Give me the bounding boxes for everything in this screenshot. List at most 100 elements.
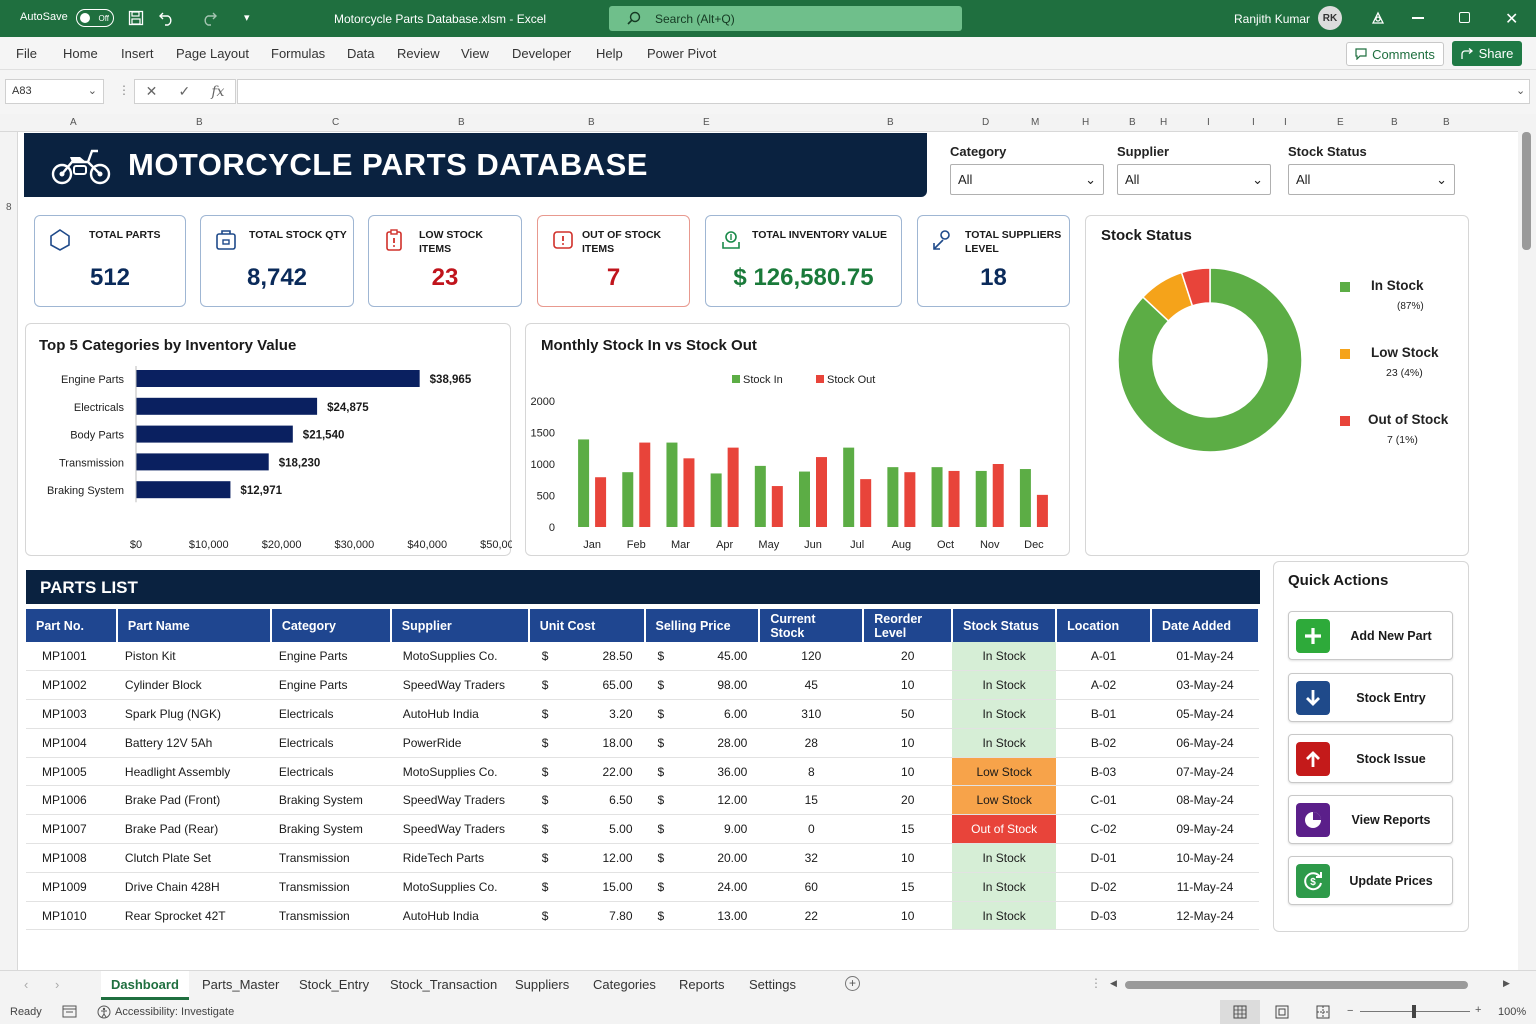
col-header[interactable]: D <box>982 117 990 128</box>
table-cell[interactable]: Transmission <box>270 872 391 902</box>
table-cell[interactable]: 20 <box>863 785 953 816</box>
accessibility-icon[interactable] <box>97 1005 111 1019</box>
table-cell[interactable]: Braking System <box>270 785 391 816</box>
column-header[interactable]: Supplier <box>390 609 530 642</box>
column-header[interactable]: Part Name <box>116 609 272 642</box>
status-badge[interactable]: Low Stock <box>952 785 1057 816</box>
table-cell[interactable]: 01-May-24 <box>1151 642 1259 672</box>
col-header[interactable]: E <box>703 117 710 128</box>
col-header[interactable]: B <box>1129 117 1136 128</box>
table-row[interactable]: MP1006 Brake Pad (Front) Braking System Spe… <box>26 785 1259 816</box>
menu-view[interactable]: View <box>461 46 489 61</box>
table-cell[interactable]: 8 <box>759 757 864 787</box>
col-header[interactable]: B <box>887 117 894 128</box>
category-select[interactable]: All ⌄ <box>950 164 1104 195</box>
table-cell[interactable]: 07-May-24 <box>1151 757 1259 787</box>
table-cell[interactable]: 10 <box>863 728 953 758</box>
table-row[interactable]: MP1009 Drive Chain 428H Transmission MotoSu… <box>26 872 1259 902</box>
col-header[interactable]: I <box>1252 117 1255 128</box>
maximize-icon[interactable] <box>1459 12 1470 23</box>
status-badge[interactable]: In Stock <box>952 670 1057 701</box>
table-cell[interactable]: MP1005 <box>26 757 117 787</box>
horizontal-scrollbar-thumb[interactable] <box>1125 981 1468 989</box>
zoom-level[interactable]: 100% <box>1498 1006 1527 1018</box>
macro-record-icon[interactable] <box>62 1005 77 1018</box>
table-row[interactable]: MP1001 Piston Kit Engine Parts MotoSupplies… <box>26 642 1259 672</box>
table-cell[interactable]: Cylinder Block <box>116 670 271 701</box>
table-cell[interactable]: Engine Parts <box>270 670 391 701</box>
table-cell[interactable]: $65.00 <box>528 670 645 701</box>
col-header[interactable]: H <box>1160 117 1168 128</box>
column-header[interactable]: Part No. <box>26 609 118 642</box>
accessibility-status[interactable]: Accessibility: Investigate <box>115 1006 235 1018</box>
table-cell[interactable]: $5.00 <box>528 814 645 845</box>
stock-entry-button[interactable]: Stock Entry <box>1288 673 1453 722</box>
col-header[interactable]: I <box>1284 117 1287 128</box>
col-header[interactable]: B <box>458 117 465 128</box>
table-cell[interactable]: B-03 <box>1056 757 1152 787</box>
tab-scroll-right-icon[interactable]: › <box>55 977 60 992</box>
menu-developer[interactable]: Developer <box>512 46 572 61</box>
close-icon[interactable]: ✕ <box>1505 11 1519 28</box>
table-cell[interactable]: $18.00 <box>528 728 645 758</box>
table-cell[interactable]: $13.00 <box>644 901 760 931</box>
zoom-out-icon[interactable]: − <box>1347 1005 1354 1017</box>
table-cell[interactable]: 05-May-24 <box>1151 699 1259 729</box>
hscroll-left-icon[interactable]: ◀ <box>1110 978 1117 988</box>
table-cell[interactable]: 15 <box>759 785 864 816</box>
view-reports-button[interactable]: View Reports <box>1288 795 1453 844</box>
table-cell[interactable]: Spark Plug (NGK) <box>116 699 271 729</box>
share-button[interactable]: Share <box>1452 41 1522 66</box>
normal-view-button[interactable] <box>1220 1000 1260 1024</box>
scrollbar-thumb[interactable] <box>1522 132 1531 250</box>
tab-categories[interactable]: Categories <box>593 977 656 992</box>
table-cell[interactable]: MP1008 <box>26 843 117 873</box>
table-cell[interactable]: 10 <box>863 757 953 787</box>
table-row[interactable]: MP1010 Rear Sprocket 42T Transmission AutoH… <box>26 901 1259 931</box>
add-new-part-button[interactable]: Add New Part <box>1288 611 1453 660</box>
column-header[interactable]: Current Stock <box>759 609 865 642</box>
status-badge[interactable]: In Stock <box>952 843 1057 873</box>
table-cell[interactable]: Piston Kit <box>116 642 271 672</box>
comments-button[interactable]: Comments <box>1346 42 1444 66</box>
enter-icon[interactable]: ✓ <box>178 83 191 99</box>
insert-function-icon[interactable]: fx <box>211 83 225 100</box>
table-cell[interactable]: 10 <box>863 670 953 701</box>
table-cell[interactable]: Engine Parts <box>270 642 391 672</box>
table-cell[interactable]: MotoSupplies Co. <box>390 757 529 787</box>
supplier-select[interactable]: All ⌄ <box>1117 164 1271 195</box>
menu-formulas[interactable]: Formulas <box>271 46 326 61</box>
customize-toolbar-icon[interactable]: ▾ <box>244 12 250 24</box>
column-header[interactable]: Location <box>1056 609 1153 642</box>
table-cell[interactable]: 28 <box>759 728 864 758</box>
table-cell[interactable]: 45 <box>759 670 864 701</box>
tab-settings[interactable]: Settings <box>749 977 796 992</box>
table-cell[interactable]: MP1007 <box>26 814 117 845</box>
table-cell[interactable]: $22.00 <box>528 757 645 787</box>
save-icon[interactable] <box>128 10 144 26</box>
table-cell[interactable]: 12-May-24 <box>1151 901 1259 931</box>
name-box[interactable]: A83 ⌄ <box>5 79 104 104</box>
table-cell[interactable]: 32 <box>759 843 864 873</box>
stock-status-select[interactable]: All ⌄ <box>1288 164 1455 195</box>
table-cell[interactable]: Headlight Assembly <box>116 757 271 787</box>
table-cell[interactable]: $15.00 <box>528 872 645 902</box>
table-cell[interactable]: 0 <box>759 814 864 845</box>
search-input[interactable]: Search (Alt+Q) <box>609 6 962 31</box>
menu-insert[interactable]: Insert <box>121 46 154 61</box>
status-badge[interactable]: In Stock <box>952 728 1057 758</box>
menu-review[interactable]: Review <box>397 46 440 61</box>
table-cell[interactable]: Electricals <box>270 757 391 787</box>
table-cell[interactable]: Braking System <box>270 814 391 845</box>
table-cell[interactable]: 15 <box>863 872 953 902</box>
formula-input[interactable] <box>237 79 1530 104</box>
table-cell[interactable]: A-02 <box>1056 670 1152 701</box>
table-cell[interactable]: $6.50 <box>528 785 645 816</box>
table-cell[interactable]: 50 <box>863 699 953 729</box>
page-break-view-icon[interactable] <box>1316 1005 1330 1019</box>
column-header[interactable]: Selling Price <box>644 609 761 642</box>
table-cell[interactable]: MP1001 <box>26 642 117 672</box>
table-cell[interactable]: 09-May-24 <box>1151 814 1259 845</box>
table-cell[interactable]: $12.00 <box>644 785 760 816</box>
column-header[interactable]: Date Added <box>1151 609 1260 642</box>
